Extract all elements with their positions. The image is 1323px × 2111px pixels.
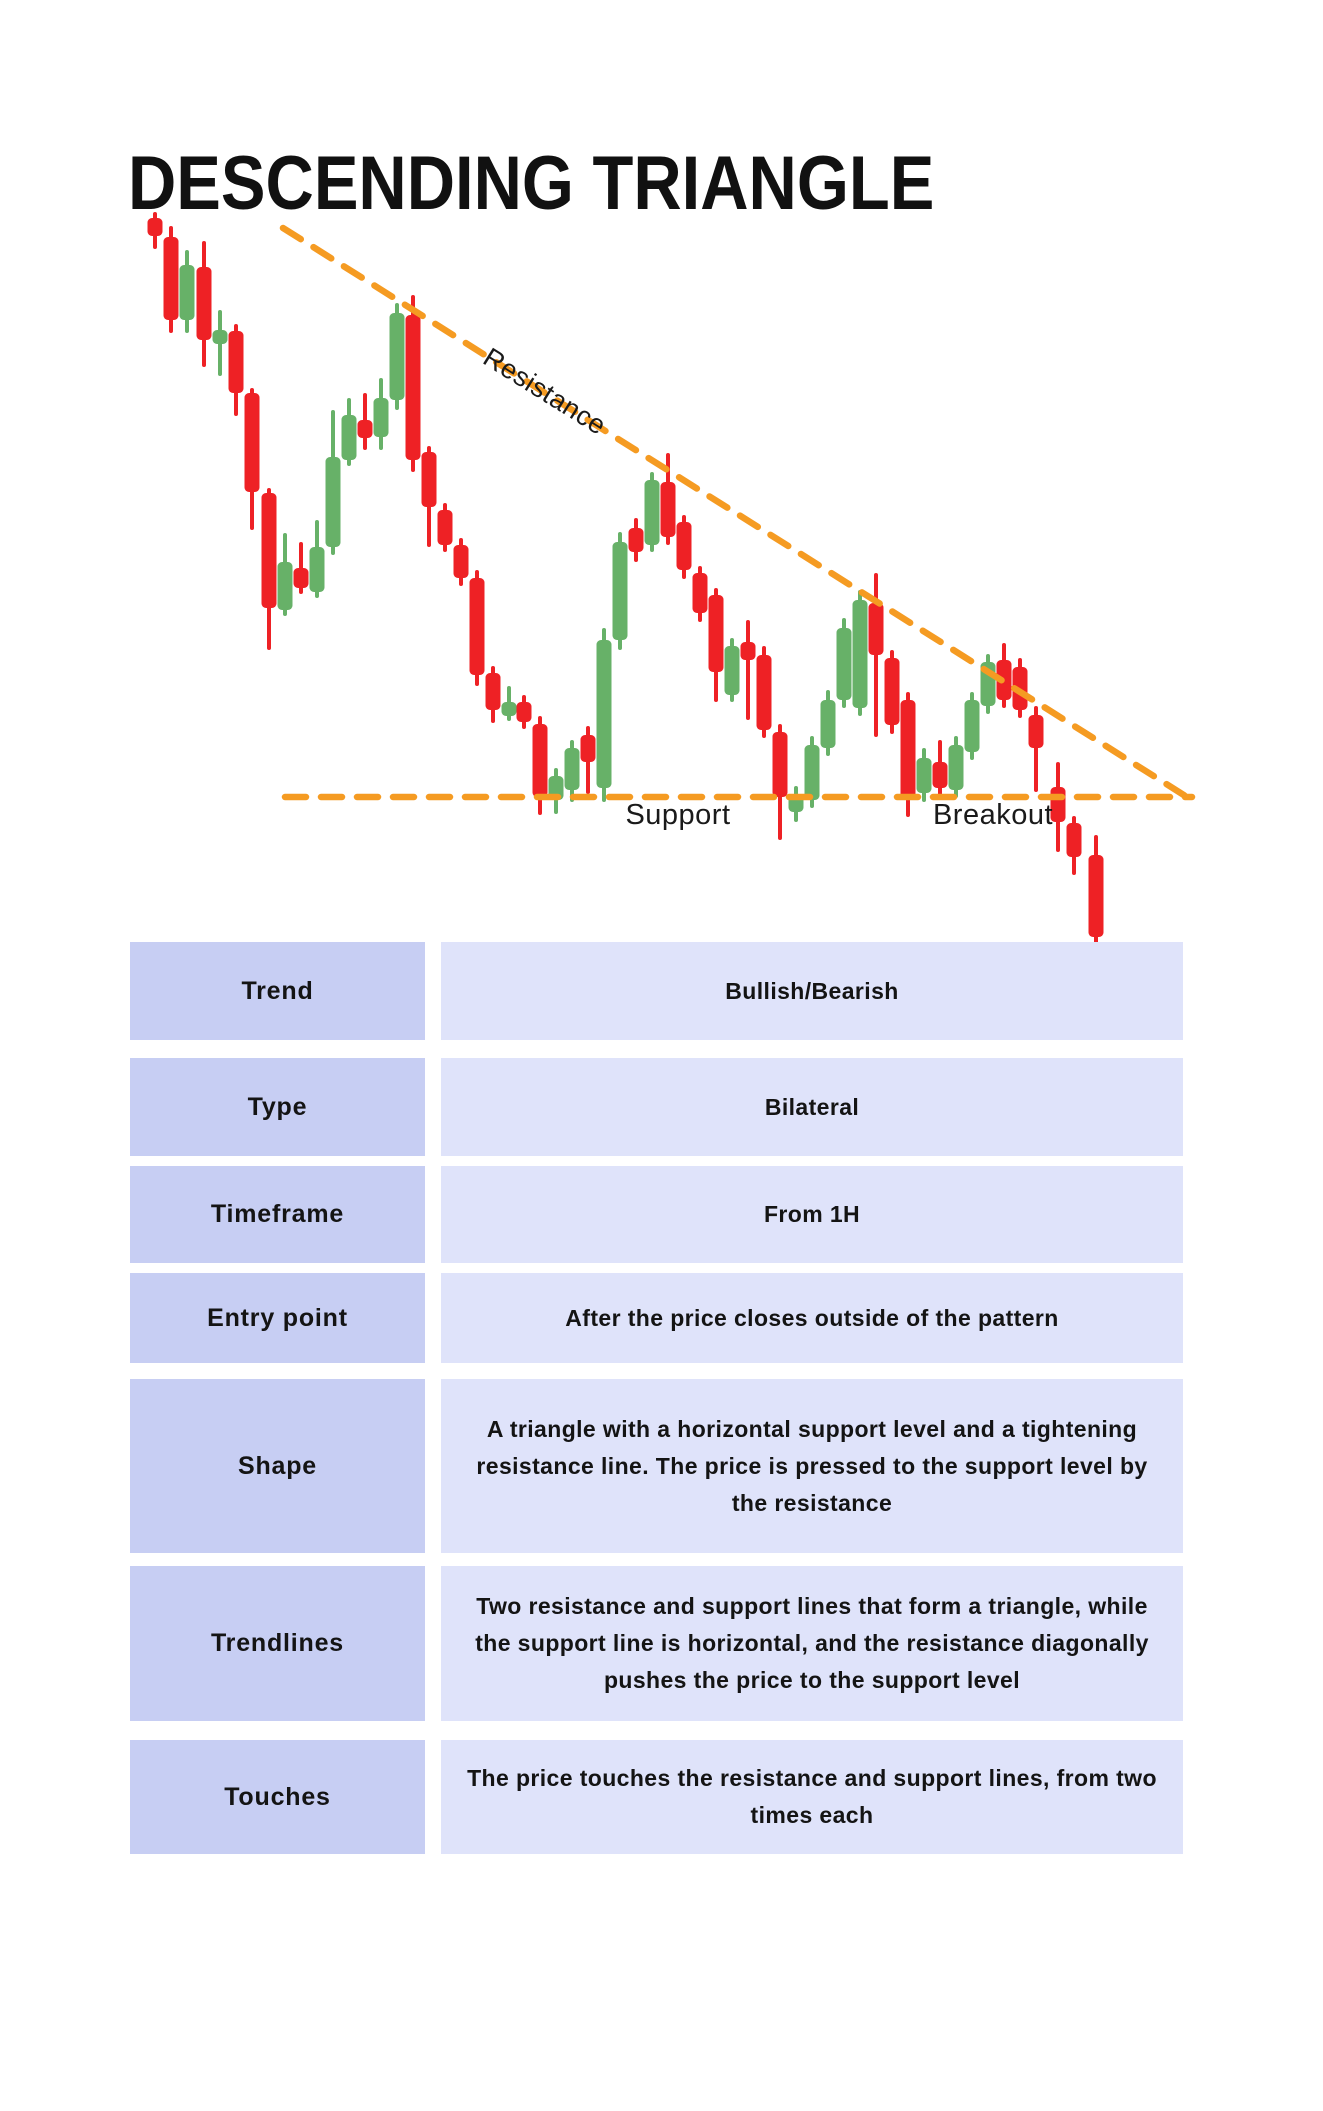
row-label-cell: Type	[130, 1058, 425, 1156]
breakout-label: Breakout	[932, 799, 1054, 831]
row-label-cell: Entry point	[130, 1273, 425, 1363]
row-value-cell: From 1H	[441, 1166, 1183, 1263]
row-label-cell: Touches	[130, 1740, 425, 1854]
row-label-cell: Trend	[130, 942, 425, 1040]
row-label-cell: Shape	[130, 1379, 425, 1553]
pattern-table: Trend Bullish/Bearish Type Bilateral Tim…	[130, 942, 1183, 1854]
table-row: Entry point After the price closes outsi…	[130, 1273, 1183, 1363]
row-value-cell: Two resistance and support lines that fo…	[441, 1566, 1183, 1721]
candlestick-chart	[147, 212, 1196, 944]
row-value-cell: Bilateral	[441, 1058, 1183, 1156]
table-row: Shape A triangle with a horizontal suppo…	[130, 1379, 1183, 1553]
table-row: Trend Bullish/Bearish	[130, 942, 1183, 1040]
resistance-trendline	[279, 224, 1191, 801]
support-label: Support	[625, 799, 731, 831]
row-value-cell: After the price closes outside of the pa…	[441, 1273, 1183, 1363]
row-value-cell: A triangle with a horizontal support lev…	[441, 1379, 1183, 1553]
table-row: Touches The price touches the resistance…	[130, 1740, 1183, 1854]
table-row: Type Bilateral	[130, 1058, 1183, 1156]
candles-group	[147, 212, 1104, 944]
row-value-cell: The price touches the resistance and sup…	[441, 1740, 1183, 1854]
row-value-cell: Bullish/Bearish	[441, 942, 1183, 1040]
table-row: Trendlines Two resistance and support li…	[130, 1566, 1183, 1721]
page-title: DESCENDING TRIANGLE	[128, 141, 935, 226]
row-label-cell: Trendlines	[130, 1566, 425, 1721]
row-label-cell: Timeframe	[130, 1166, 425, 1263]
table-row: Timeframe From 1H	[130, 1166, 1183, 1263]
